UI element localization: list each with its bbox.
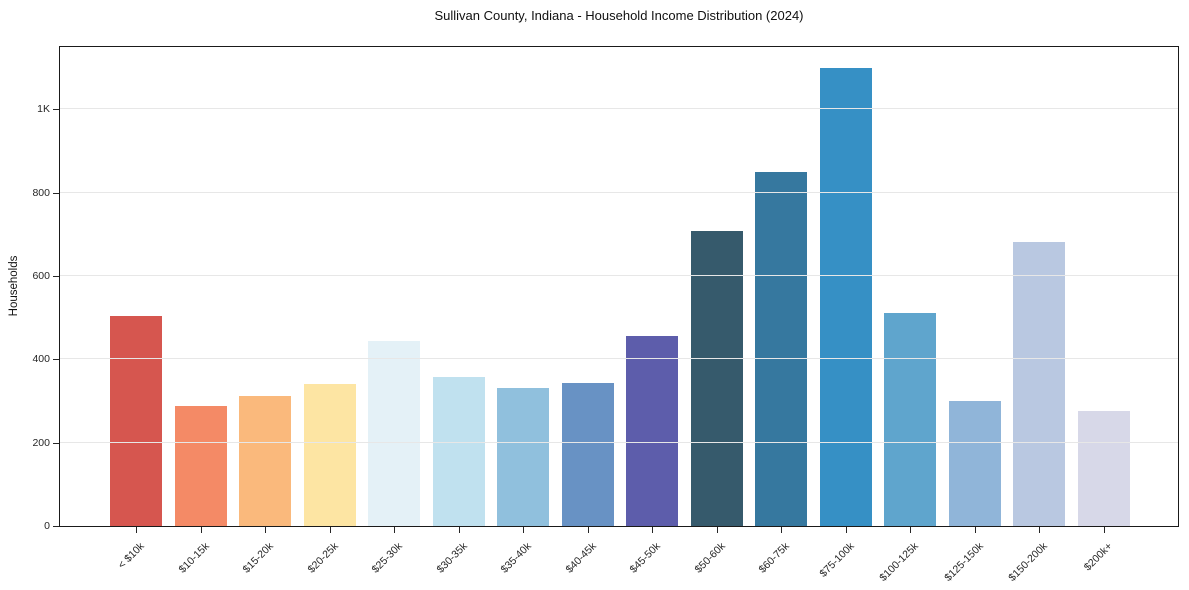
x-tick-label: $20-25k bbox=[304, 540, 341, 576]
chart-title: Sullivan County, Indiana - Household Inc… bbox=[434, 8, 804, 23]
y-tick-mark bbox=[53, 192, 59, 194]
x-tick-label: $75-100k bbox=[816, 540, 857, 580]
bar-4 bbox=[303, 383, 356, 526]
x-tick-label: $15-20k bbox=[240, 540, 276, 576]
x-tick-label: $30-35k bbox=[433, 540, 470, 576]
x-tick-label: $25-30k bbox=[369, 540, 405, 576]
gridline-1K bbox=[60, 108, 1178, 110]
y-tick-label: 600 bbox=[32, 270, 50, 283]
gridline-400 bbox=[60, 358, 1178, 360]
bar-2 bbox=[174, 405, 227, 526]
bar-7 bbox=[497, 388, 549, 526]
y-tick-label: 1K bbox=[37, 103, 50, 116]
x-tick-mark bbox=[523, 527, 524, 533]
plot-area bbox=[59, 46, 1179, 527]
x-tick-mark bbox=[1103, 527, 1105, 533]
bar-14 bbox=[948, 401, 1001, 526]
x-tick-label: < $10k bbox=[115, 540, 147, 572]
bar-9 bbox=[626, 336, 678, 526]
bar-13 bbox=[884, 312, 936, 526]
y-tick-mark bbox=[53, 276, 59, 278]
y-tick-mark bbox=[53, 359, 59, 361]
x-tick-label: $35-40k bbox=[498, 540, 534, 576]
x-tick-label: $10-15k bbox=[175, 540, 212, 576]
x-tick-mark bbox=[845, 527, 847, 533]
x-tick-label: $200k+ bbox=[1081, 540, 1115, 574]
x-tick-mark bbox=[716, 527, 718, 533]
bar-5 bbox=[368, 341, 420, 526]
bar-8 bbox=[561, 382, 614, 526]
bar-16 bbox=[1077, 411, 1130, 526]
x-tick-mark bbox=[200, 527, 202, 533]
bar-11 bbox=[755, 172, 807, 526]
y-tick-mark bbox=[53, 109, 59, 111]
x-tick-label: $40-45k bbox=[562, 540, 599, 576]
x-tick-label: $100-125k bbox=[877, 540, 921, 584]
bar-3 bbox=[239, 396, 291, 526]
bar-6 bbox=[432, 377, 485, 526]
bar-10 bbox=[690, 231, 743, 526]
y-tick-label: 800 bbox=[32, 186, 50, 199]
y-tick-label: 400 bbox=[32, 353, 50, 366]
x-tick-mark bbox=[587, 527, 589, 533]
x-tick-mark bbox=[329, 527, 331, 533]
x-tick-mark bbox=[265, 527, 266, 533]
y-tick-label: 0 bbox=[44, 520, 50, 532]
gridline-600 bbox=[60, 275, 1178, 277]
x-tick-mark bbox=[136, 527, 137, 533]
x-tick-mark bbox=[974, 527, 976, 533]
gridline-200 bbox=[60, 441, 1178, 443]
x-tick-label: $45-50k bbox=[627, 540, 663, 576]
x-tick-label: $50-60k bbox=[691, 540, 728, 576]
x-tick-mark bbox=[781, 527, 782, 533]
x-tick-mark bbox=[910, 527, 911, 533]
y-axis-label: Households bbox=[8, 255, 20, 317]
y-tick-label: 200 bbox=[32, 436, 50, 449]
x-tick-label: $150-200k bbox=[1006, 540, 1050, 584]
x-tick-mark bbox=[1039, 527, 1040, 533]
x-tick-mark bbox=[652, 527, 653, 533]
x-tick-label: $125-150k bbox=[941, 540, 986, 584]
x-tick-mark bbox=[458, 527, 460, 533]
bar-1 bbox=[110, 315, 162, 526]
bar-15 bbox=[1013, 242, 1065, 526]
x-tick-mark bbox=[394, 527, 395, 533]
bar-12 bbox=[819, 67, 872, 526]
x-tick-label: $60-75k bbox=[756, 540, 792, 576]
y-tick-mark bbox=[53, 526, 59, 527]
gridline-800 bbox=[60, 191, 1178, 193]
y-tick-mark bbox=[53, 442, 59, 444]
